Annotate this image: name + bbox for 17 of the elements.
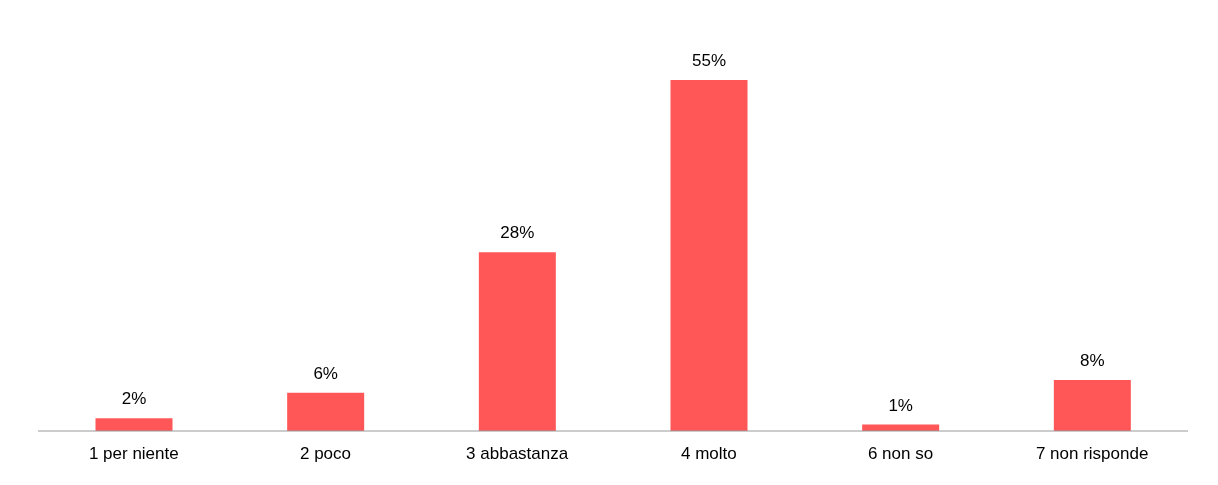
bar [287,392,365,431]
x-tick-label: 7 non risponde [1035,444,1149,464]
x-tick-label: 4 molto [680,444,737,464]
data-label: 2% [121,389,147,409]
bar [1053,379,1131,431]
bar [95,418,173,431]
x-tick-label: 2 poco [299,444,352,464]
x-tick-label: 3 abbastanza [466,444,569,464]
data-label: 6% [313,363,338,383]
x-tick-label: 1 per niente [88,444,179,464]
data-label: 28% [500,223,535,243]
data-label: 8% [1080,350,1105,370]
data-label: 55% [691,50,727,70]
bar [670,79,748,431]
x-tick-label: 6 non so [867,444,934,464]
bar [478,252,556,431]
data-label: 1% [888,395,913,415]
